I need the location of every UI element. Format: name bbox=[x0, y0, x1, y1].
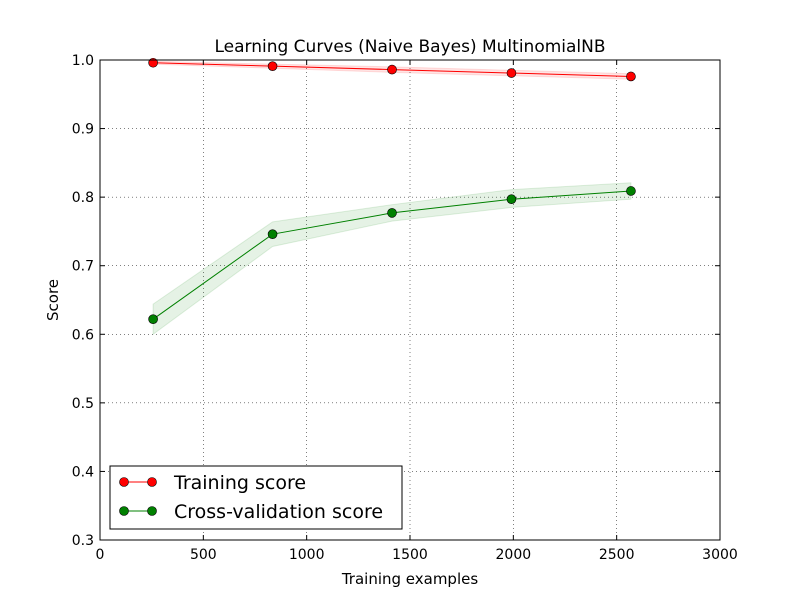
y-tick-label: 0.6 bbox=[72, 327, 94, 343]
y-tick-label: 1.0 bbox=[72, 53, 94, 69]
cross-validation-score-point bbox=[626, 186, 636, 196]
cross-validation-score-point bbox=[267, 229, 278, 239]
y-axis-label: Score bbox=[44, 279, 62, 321]
y-tick-label: 0.3 bbox=[72, 533, 94, 549]
legend-box bbox=[109, 465, 403, 530]
x-tick-label: 500 bbox=[190, 547, 217, 563]
y-tick-label: 0.8 bbox=[72, 190, 94, 206]
training-score-point bbox=[387, 64, 397, 75]
legend-swatch-cv-marker bbox=[119, 506, 129, 516]
x-axis-label: Training examples bbox=[341, 570, 479, 588]
legend-label-cross-validation: Cross-validation score bbox=[174, 501, 383, 523]
x-tick-label: 1500 bbox=[392, 547, 428, 563]
y-tick-label: 0.9 bbox=[72, 122, 94, 138]
training-score-point bbox=[626, 71, 636, 82]
legend-label-training: Training score bbox=[173, 472, 306, 494]
cross-validation-score-point bbox=[506, 194, 517, 204]
x-tick-label: 1000 bbox=[289, 547, 325, 563]
training-score-point bbox=[506, 68, 517, 78]
grid bbox=[100, 60, 720, 540]
cross-validation-score-point bbox=[148, 314, 158, 325]
x-tick-label: 2000 bbox=[496, 547, 532, 563]
y-tick-label: 0.5 bbox=[72, 396, 94, 412]
legend-swatch-training-marker bbox=[147, 477, 157, 487]
axis-ticks: 0 500 1000 1500 2000 2500 3000 0.3 0.4 0.5 0.6 0.7 0… bbox=[72, 53, 738, 563]
cross-validation-score-point bbox=[387, 208, 397, 218]
y-tick-label: 0.7 bbox=[72, 259, 94, 275]
x-tick-label: 3000 bbox=[702, 547, 738, 563]
legend-swatch-training-marker bbox=[119, 477, 129, 487]
legend: Training score Cross-validation score bbox=[109, 465, 403, 530]
training-score-point bbox=[267, 61, 278, 71]
chart-title: Learning Curves (Naive Bayes) Multinomia… bbox=[214, 37, 605, 57]
x-tick-label: 2500 bbox=[599, 547, 635, 563]
y-tick-label: 0.4 bbox=[72, 464, 94, 480]
x-tick-label: 0 bbox=[96, 547, 105, 563]
legend-swatch-cv-marker bbox=[147, 506, 157, 516]
